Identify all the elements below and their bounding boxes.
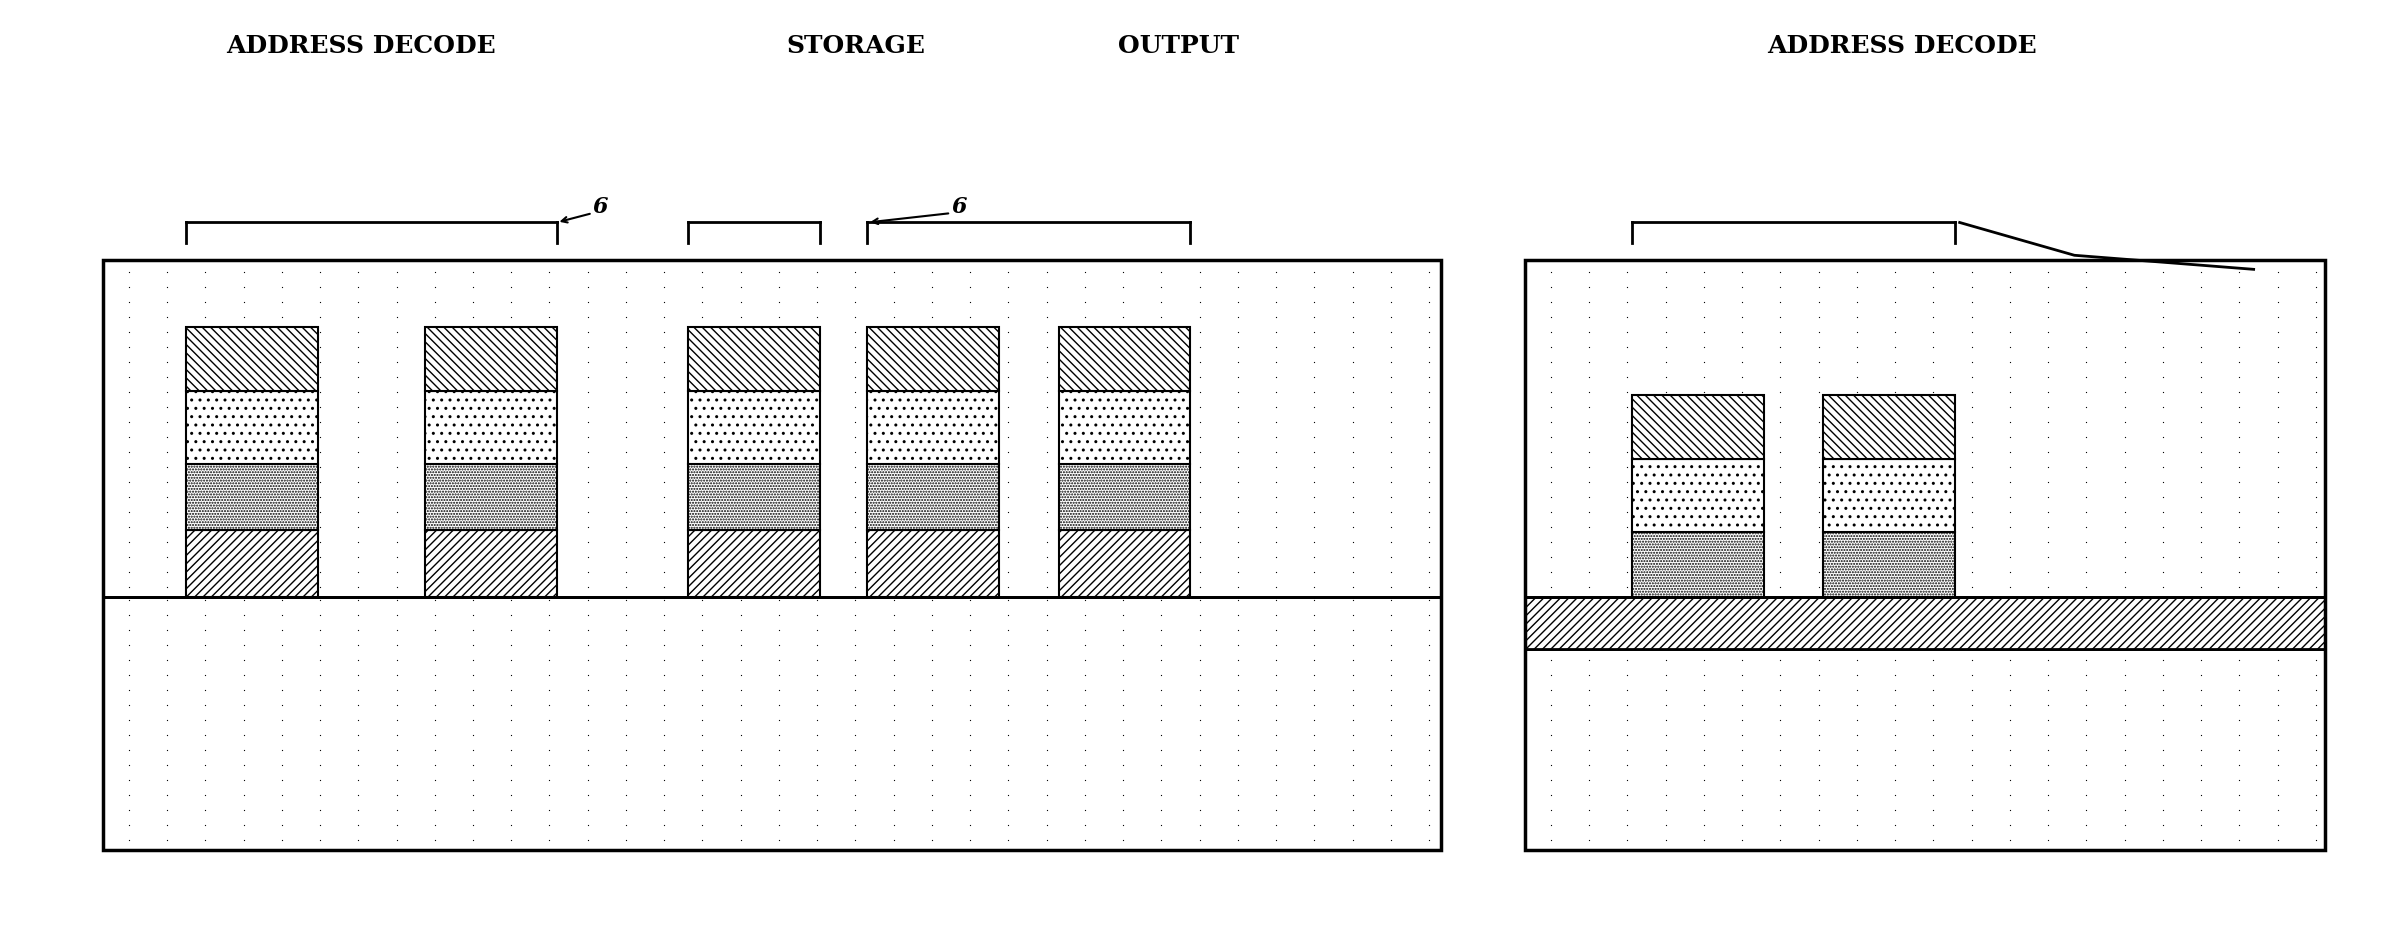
- Bar: [426, 391, 558, 464]
- Bar: [185, 464, 317, 530]
- Bar: [868, 327, 998, 391]
- Bar: [185, 530, 317, 597]
- Bar: [1058, 327, 1190, 391]
- Text: ADDRESS DECODE: ADDRESS DECODE: [226, 34, 495, 58]
- Bar: [185, 391, 317, 464]
- Bar: [688, 327, 820, 391]
- Bar: [688, 391, 820, 464]
- Bar: [868, 464, 998, 530]
- Bar: [1058, 530, 1190, 597]
- Bar: [1524, 597, 2325, 649]
- Bar: [688, 530, 820, 597]
- Bar: [1524, 260, 2325, 597]
- Bar: [103, 597, 1440, 850]
- Bar: [1632, 532, 1765, 597]
- Text: STORAGE: STORAGE: [786, 34, 926, 58]
- Bar: [1632, 458, 1765, 532]
- Bar: [1632, 395, 1765, 458]
- Text: 6: 6: [952, 196, 966, 218]
- Bar: [185, 327, 317, 391]
- Bar: [1822, 395, 1954, 458]
- Text: OUTPUT: OUTPUT: [1118, 34, 1238, 58]
- Bar: [1524, 260, 2325, 850]
- Bar: [426, 327, 558, 391]
- Bar: [1058, 391, 1190, 464]
- Text: ADDRESS DECODE: ADDRESS DECODE: [1767, 34, 2036, 58]
- Bar: [103, 260, 1440, 597]
- Bar: [103, 260, 1440, 850]
- Bar: [1822, 532, 1954, 597]
- Bar: [426, 530, 558, 597]
- Bar: [1524, 649, 2325, 850]
- Bar: [868, 391, 998, 464]
- Bar: [868, 530, 998, 597]
- Bar: [1822, 458, 1954, 532]
- Bar: [1058, 464, 1190, 530]
- Bar: [688, 464, 820, 530]
- Text: 6: 6: [591, 196, 608, 218]
- Bar: [426, 464, 558, 530]
